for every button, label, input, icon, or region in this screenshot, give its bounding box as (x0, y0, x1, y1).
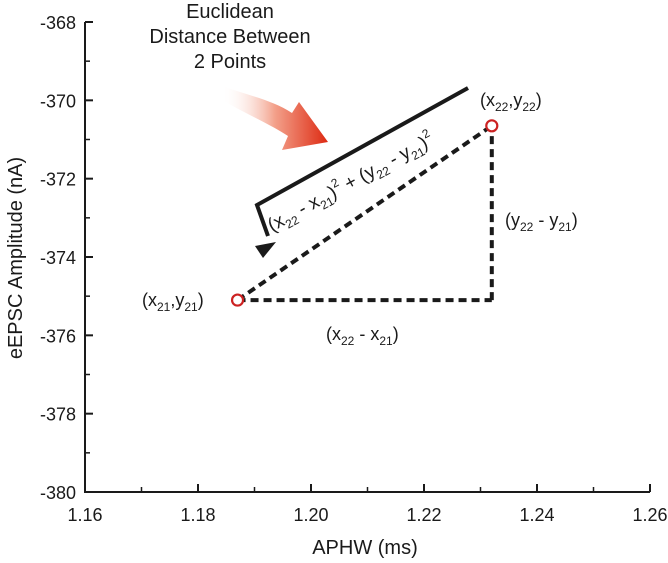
x-tick-label: 1.24 (519, 505, 554, 525)
x-tick-label: 1.18 (180, 505, 215, 525)
data-point-22 (486, 120, 497, 131)
title-line-2: Distance Between (149, 26, 310, 48)
x-tick-label: 1.16 (67, 505, 102, 525)
title-line-3: 2 Points (194, 51, 266, 73)
y-tick-label: -368 (40, 13, 76, 33)
y-tick-label: -372 (40, 170, 76, 190)
dy-label: (y22 - y21) (505, 210, 578, 234)
point-label-21: (x21,y21) (142, 290, 204, 314)
red-arrow-icon (222, 86, 328, 150)
x-tick-label: 1.26 (632, 505, 667, 525)
title-annotation: Euclidean Distance Between 2 Points (149, 1, 310, 73)
y-axis-title: eEPSC Amplitude (nA) (5, 157, 27, 359)
y-tick-label: -378 (40, 405, 76, 425)
x-tick-label: 1.22 (406, 505, 441, 525)
point-label-22: (x22,y22) (480, 90, 542, 114)
y-tick-label: -374 (40, 248, 76, 268)
axes (84, 22, 650, 493)
data-point-21 (232, 295, 243, 306)
bracket-arrowhead-icon (255, 242, 276, 258)
y-tick-label: -370 (40, 91, 76, 111)
dx-label: (x22 - x21) (326, 324, 399, 348)
x-axis-title: APHW (ms) (312, 537, 418, 559)
y-tick-label: -376 (40, 326, 76, 346)
formula-bracket (257, 88, 468, 236)
ticks (85, 22, 650, 492)
y-tick-label: -380 (40, 483, 76, 503)
title-line-1: Euclidean (186, 1, 274, 23)
x-tick-label: 1.20 (293, 505, 328, 525)
